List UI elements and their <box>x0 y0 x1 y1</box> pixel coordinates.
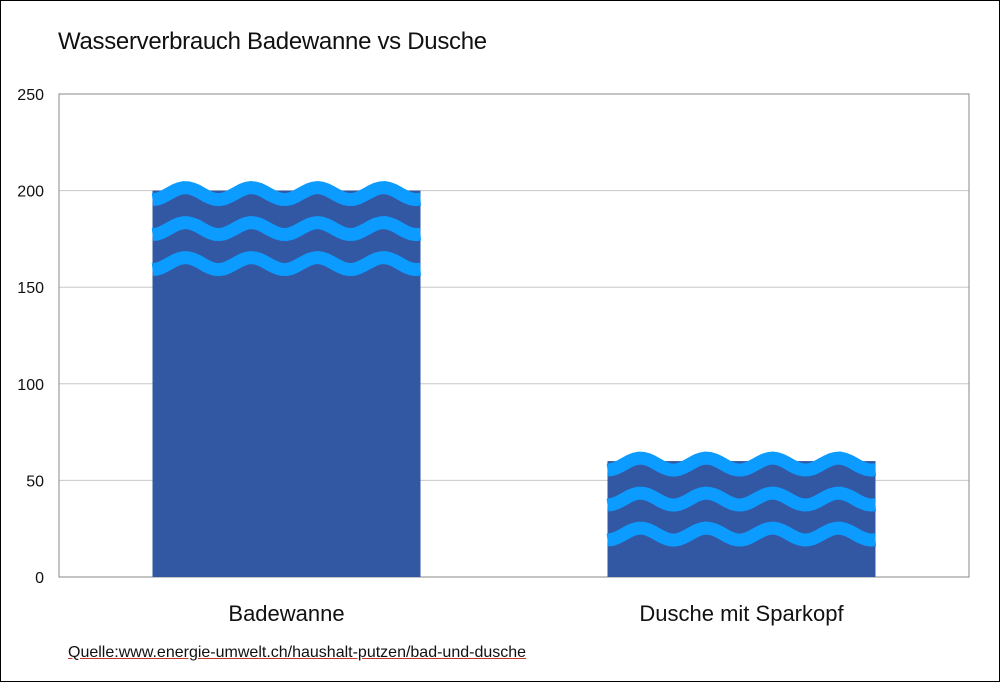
y-tick-label: 100 <box>17 377 44 394</box>
source-link[interactable]: www.energie-umwelt.ch/haushalt-putzen/ba… <box>119 644 526 661</box>
source-prefix: Quelle: <box>68 644 119 661</box>
bar <box>608 461 876 577</box>
bar <box>153 191 421 577</box>
y-tick-label: 250 <box>17 87 44 104</box>
source-note: Quelle:www.energie-umwelt.ch/haushalt-pu… <box>68 644 526 662</box>
y-tick-label: 150 <box>17 280 44 297</box>
y-tick-label: 200 <box>17 184 44 201</box>
y-tick-label: 0 <box>35 570 44 587</box>
x-category-label: Badewanne <box>228 601 344 626</box>
y-tick-label: 50 <box>26 473 44 490</box>
x-category-label: Dusche mit Sparkopf <box>639 601 844 626</box>
